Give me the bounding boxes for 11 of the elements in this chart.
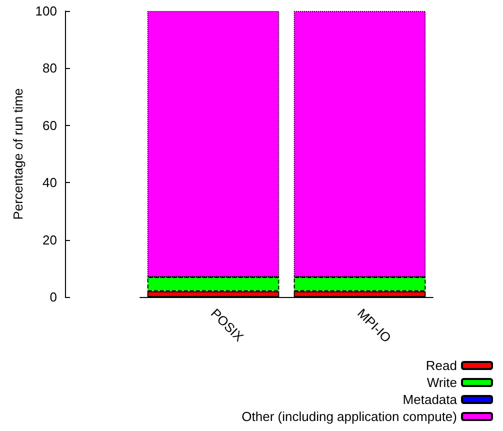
- y-tick-label: 0: [50, 290, 57, 304]
- y-tick-label: 80: [42, 60, 57, 76]
- y-tick-label: 100: [35, 4, 57, 18]
- legend-label: Read: [426, 358, 457, 373]
- y-tick-label: 60: [42, 118, 57, 133]
- legend-label: Metadata: [402, 392, 458, 407]
- legend-label: Write: [426, 375, 457, 390]
- legend-label: Other (including application compute): [242, 409, 457, 424]
- y-tick-label: 40: [42, 175, 57, 190]
- y-axis-title: Percentage of run time: [10, 88, 26, 220]
- y-tick-label: 20: [42, 232, 57, 248]
